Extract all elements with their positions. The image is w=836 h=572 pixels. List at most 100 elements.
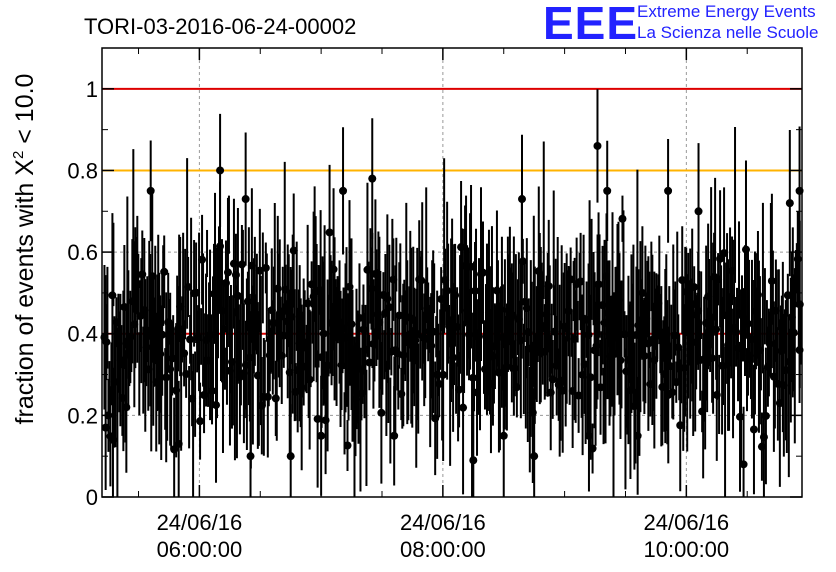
data-point bbox=[528, 408, 537, 417]
data-point bbox=[178, 325, 187, 334]
data-point bbox=[249, 311, 258, 320]
data-point bbox=[608, 295, 617, 304]
data-point bbox=[170, 445, 179, 454]
data-point bbox=[409, 316, 418, 325]
data-point bbox=[126, 332, 135, 341]
data-point bbox=[164, 318, 173, 327]
data-point bbox=[656, 329, 665, 338]
data-point bbox=[347, 320, 356, 329]
data-point bbox=[576, 277, 585, 286]
data-point bbox=[397, 390, 406, 399]
data-point bbox=[718, 361, 727, 370]
data-point bbox=[275, 309, 284, 318]
y-tick-label: 0 bbox=[86, 485, 98, 510]
data-point bbox=[435, 379, 444, 388]
y-axis-label-prefix: fraction of events with X bbox=[11, 159, 39, 425]
data-point bbox=[251, 318, 260, 327]
data-point bbox=[219, 325, 228, 334]
y-tick-label: 0.2 bbox=[67, 403, 98, 428]
data-point bbox=[646, 380, 655, 389]
data-series bbox=[100, 89, 804, 497]
data-point bbox=[297, 383, 306, 392]
data-point bbox=[767, 276, 776, 285]
data-point bbox=[277, 351, 286, 360]
data-point bbox=[500, 340, 509, 349]
data-point bbox=[198, 255, 207, 264]
logo-line-1: Extreme Energy Events bbox=[637, 2, 816, 21]
data-point bbox=[708, 354, 717, 363]
data-point bbox=[600, 318, 609, 327]
data-point bbox=[134, 280, 143, 289]
data-point bbox=[194, 333, 203, 342]
data-point bbox=[568, 386, 577, 395]
data-point bbox=[791, 274, 800, 283]
data-point bbox=[496, 305, 505, 314]
data-point bbox=[642, 314, 651, 323]
data-point bbox=[233, 291, 242, 300]
data-point bbox=[650, 356, 659, 365]
data-point bbox=[369, 339, 378, 348]
data-point bbox=[499, 431, 508, 440]
data-point bbox=[706, 320, 715, 329]
data-point bbox=[739, 460, 748, 469]
data-point bbox=[755, 346, 764, 355]
data-point bbox=[144, 365, 153, 374]
data-point bbox=[610, 349, 619, 358]
data-point bbox=[484, 308, 493, 317]
data-point bbox=[182, 370, 191, 379]
data-point bbox=[142, 343, 151, 352]
data-point bbox=[305, 375, 314, 384]
data-point bbox=[658, 383, 667, 392]
data-point bbox=[624, 355, 633, 364]
data-point bbox=[327, 319, 336, 328]
plot-frame bbox=[101, 47, 803, 498]
data-point bbox=[227, 357, 236, 366]
data-point bbox=[785, 357, 794, 366]
data-point bbox=[480, 365, 489, 374]
data-point bbox=[114, 339, 123, 348]
data-point bbox=[612, 305, 621, 314]
data-point bbox=[231, 270, 240, 279]
data-point bbox=[475, 332, 484, 341]
data-point bbox=[281, 285, 290, 294]
chart-title: TORI-03-2016-06-24-00002 bbox=[84, 14, 356, 39]
data-point bbox=[682, 287, 691, 296]
x-tick-label-time: 06:00:00 bbox=[157, 537, 243, 562]
data-point bbox=[676, 421, 685, 430]
data-point bbox=[421, 334, 430, 343]
data-point bbox=[285, 368, 294, 377]
data-point bbox=[457, 243, 466, 252]
data-point bbox=[423, 304, 432, 313]
data-point bbox=[594, 280, 603, 289]
data-point bbox=[736, 412, 745, 421]
data-point bbox=[289, 246, 298, 255]
data-point bbox=[698, 407, 707, 416]
data-point bbox=[747, 335, 756, 344]
data-point bbox=[494, 368, 503, 377]
data-point bbox=[108, 291, 117, 300]
data-point bbox=[633, 431, 642, 440]
y-tick-label: 0.4 bbox=[67, 322, 98, 347]
data-point bbox=[596, 383, 605, 392]
data-point bbox=[520, 297, 529, 306]
data-point bbox=[341, 333, 350, 342]
data-point bbox=[518, 257, 527, 266]
data-point bbox=[287, 312, 296, 321]
data-point bbox=[570, 334, 579, 343]
data-point bbox=[303, 299, 312, 308]
data-point bbox=[154, 318, 163, 327]
x-tick-label-time: 08:00:00 bbox=[400, 537, 486, 562]
data-point bbox=[751, 307, 760, 316]
data-point bbox=[399, 351, 408, 360]
data-point bbox=[443, 286, 452, 295]
data-point bbox=[168, 354, 177, 363]
data-point bbox=[427, 341, 436, 350]
data-point bbox=[267, 306, 276, 315]
data-point bbox=[441, 276, 450, 285]
data-point bbox=[413, 329, 422, 338]
data-point bbox=[463, 306, 472, 315]
data-point bbox=[317, 353, 326, 362]
data-point bbox=[692, 338, 701, 347]
data-point bbox=[584, 330, 593, 339]
data-point bbox=[368, 174, 377, 183]
